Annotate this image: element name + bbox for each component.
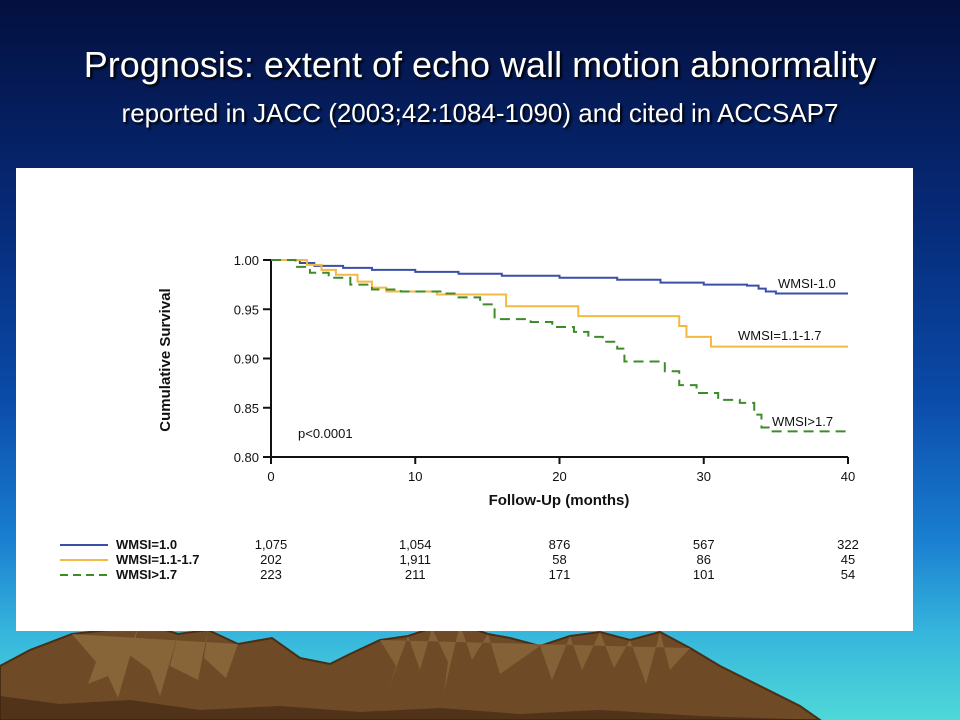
x-tick-label: 0 (267, 469, 274, 484)
risk-table-cell: 45 (841, 552, 855, 567)
x-tick-label: 10 (408, 469, 422, 484)
risk-table-cell: 567 (693, 537, 715, 552)
y-tick-label: 0.80 (234, 450, 259, 465)
y-tick-label: 0.90 (234, 352, 259, 367)
risk-table-cell: 202 (260, 552, 282, 567)
y-tick-label: 0.95 (234, 302, 259, 317)
legend-label: WMSI=1.0 (116, 537, 177, 552)
slide-subtitle: reported in JACC (2003;42:1084-1090) and… (121, 98, 839, 128)
risk-table-cell: 211 (405, 567, 426, 582)
survival-chart: 0 10 20 30 40 1.00 0.95 0.90 0.85 0.80 WMSI-1.0 WM… (60, 253, 859, 582)
number-at-risk-table: WMSI=1.0 1,075 1,054 876 567 322 WMSI=1.1-1.7 2… (60, 537, 859, 582)
risk-table-cell: 1,075 (255, 537, 288, 552)
slide-title: Prognosis: extent of echo wall motion ab… (83, 44, 877, 85)
survival-curve-3 (271, 259, 848, 433)
mountain-decoration (0, 620, 822, 720)
curve-label-1: WMSI-1.0 (778, 276, 836, 291)
x-tick-label: 20 (552, 469, 566, 484)
risk-table-cell: 101 (693, 567, 715, 582)
x-tick-label: 30 (697, 469, 711, 484)
risk-table-cell: 171 (549, 567, 571, 582)
survival-curve-1 (271, 259, 848, 295)
legend-label: WMSI>1.7 (116, 567, 177, 582)
risk-table-cell: 54 (841, 567, 855, 582)
risk-table-cell: 322 (837, 537, 859, 552)
y-tick-label: 0.85 (234, 401, 259, 416)
curve-label-2: WMSI=1.1-1.7 (738, 328, 821, 343)
p-value-annotation: p<0.0001 (298, 426, 353, 441)
x-axis-label: Follow-Up (months) (489, 492, 630, 509)
curve-label-3: WMSI>1.7 (772, 414, 833, 429)
risk-table-cell: 1,054 (399, 537, 432, 552)
risk-table-cell: 223 (260, 567, 282, 582)
y-axis-label: Cumulative Survival (157, 288, 174, 431)
x-tick-label: 40 (841, 469, 855, 484)
survival-curve-2 (271, 259, 848, 348)
chart-panel: 0 10 20 30 40 1.00 0.95 0.90 0.85 0.80 WMSI-1.0 WM… (16, 168, 913, 631)
risk-table-cell: 876 (549, 537, 571, 552)
risk-table-cell: 86 (697, 552, 711, 567)
risk-table-cell: 1,911 (399, 552, 431, 567)
risk-table-cell: 58 (552, 552, 566, 567)
legend-label: WMSI=1.1-1.7 (116, 552, 199, 567)
y-tick-label: 1.00 (234, 253, 259, 268)
